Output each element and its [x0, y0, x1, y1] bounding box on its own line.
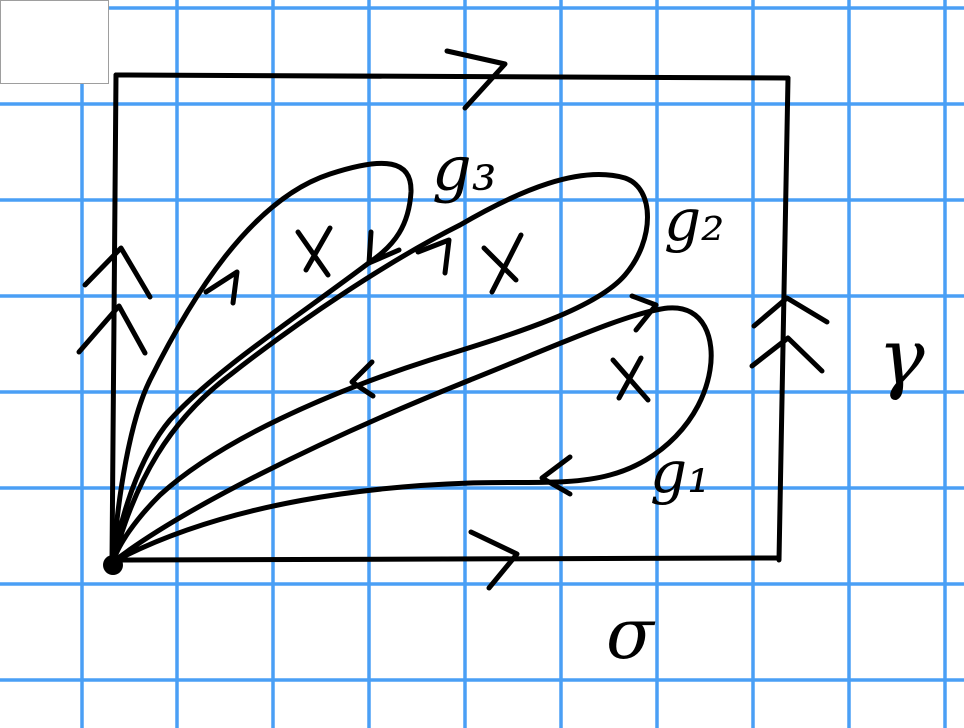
diagram-labels: g₃ g₂ g₁ γ σ: [432, 132, 925, 675]
top-edge-arrow: [444, 48, 508, 111]
square-bottom-edge: [109, 555, 782, 563]
blank-corner-box: [0, 0, 109, 84]
label-g1: g₁: [650, 438, 710, 506]
left-edge-double-arrow-upper: [82, 245, 153, 300]
square-right-edge: [776, 75, 791, 563]
diagram-ink: [76, 48, 830, 591]
square-left-edge: [109, 72, 119, 565]
label-gamma: γ: [878, 313, 925, 403]
loop-g3-arrow-out: [203, 269, 240, 306]
loop-g1-arrow-in: [539, 454, 573, 497]
puncture-mark-1: [295, 225, 333, 278]
label-g3: g₃: [432, 132, 497, 205]
loop-g1-arrow-out: [629, 293, 659, 333]
left-edge-double-arrow-lower: [76, 303, 148, 356]
puncture-mark-2: [481, 232, 524, 295]
label-g2: g₂: [664, 186, 724, 254]
right-edge-double-arrow-lower: [749, 335, 825, 374]
loop-g3-arrow-in: [366, 229, 402, 266]
square-top-edge: [113, 72, 791, 81]
right-edge-double-arrow-upper: [751, 295, 830, 329]
label-sigma: σ: [606, 593, 656, 675]
loop-g3: [110, 160, 414, 565]
loop-g2-arrow-in: [349, 359, 376, 399]
bottom-edge-arrow: [468, 529, 520, 591]
puncture-mark-3: [610, 355, 651, 403]
loop-g2: [110, 172, 650, 565]
loop-g2-arrow-out: [415, 237, 452, 276]
loop-g1: [110, 305, 714, 565]
